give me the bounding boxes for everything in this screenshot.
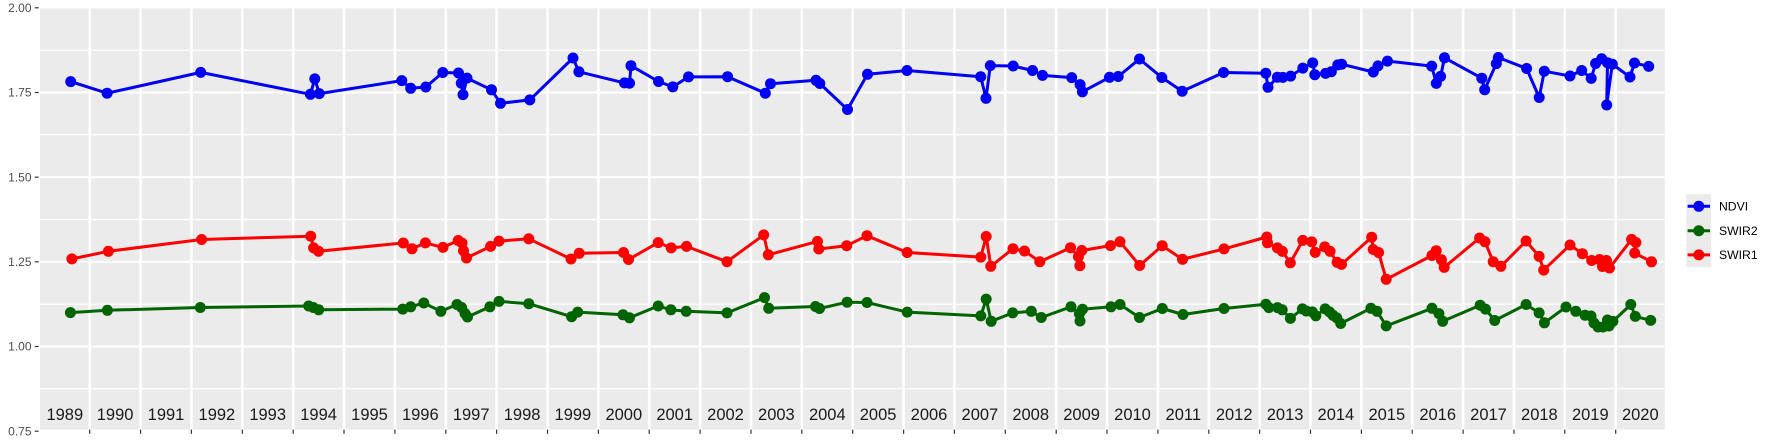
svg-text:2002: 2002 — [707, 406, 744, 424]
svg-text:2017: 2017 — [1470, 406, 1507, 424]
svg-text:2000: 2000 — [605, 406, 642, 424]
svg-text:1998: 1998 — [504, 406, 541, 424]
svg-text:1996: 1996 — [402, 406, 439, 424]
svg-text:2015: 2015 — [1368, 406, 1405, 424]
svg-text:1995: 1995 — [351, 406, 388, 424]
svg-text:2004: 2004 — [809, 406, 846, 424]
svg-text:1999: 1999 — [555, 406, 592, 424]
svg-text:2019: 2019 — [1572, 406, 1609, 424]
svg-text:2012: 2012 — [1216, 406, 1253, 424]
svg-text:NDVI: NDVI — [1719, 200, 1748, 214]
svg-text:2008: 2008 — [1012, 406, 1049, 424]
svg-text:2006: 2006 — [911, 406, 948, 424]
svg-text:2014: 2014 — [1318, 406, 1355, 424]
svg-text:0.75: 0.75 — [8, 424, 32, 438]
svg-text:2005: 2005 — [860, 406, 897, 424]
svg-text:2016: 2016 — [1419, 406, 1456, 424]
svg-text:1.00: 1.00 — [8, 340, 32, 354]
svg-text:2007: 2007 — [962, 406, 999, 424]
svg-text:2001: 2001 — [656, 406, 693, 424]
svg-text:1.75: 1.75 — [8, 86, 32, 100]
svg-text:1991: 1991 — [148, 406, 185, 424]
svg-text:2003: 2003 — [758, 406, 795, 424]
svg-text:2011: 2011 — [1166, 406, 1201, 424]
svg-text:2020: 2020 — [1622, 406, 1659, 424]
svg-text:SWIR2: SWIR2 — [1719, 224, 1758, 238]
svg-text:1990: 1990 — [97, 406, 134, 424]
svg-text:2.00: 2.00 — [8, 1, 32, 15]
svg-text:1.25: 1.25 — [8, 255, 32, 269]
svg-text:2018: 2018 — [1521, 406, 1558, 424]
svg-text:1992: 1992 — [199, 406, 236, 424]
svg-text:2010: 2010 — [1114, 406, 1151, 424]
svg-text:1993: 1993 — [249, 406, 286, 424]
svg-text:1.50: 1.50 — [8, 170, 32, 184]
svg-text:2013: 2013 — [1267, 406, 1304, 424]
svg-text:1989: 1989 — [46, 406, 83, 424]
svg-text:1994: 1994 — [300, 406, 337, 424]
svg-text:SWIR1: SWIR1 — [1719, 248, 1758, 262]
svg-text:1997: 1997 — [453, 406, 490, 424]
svg-text:2009: 2009 — [1063, 406, 1100, 424]
